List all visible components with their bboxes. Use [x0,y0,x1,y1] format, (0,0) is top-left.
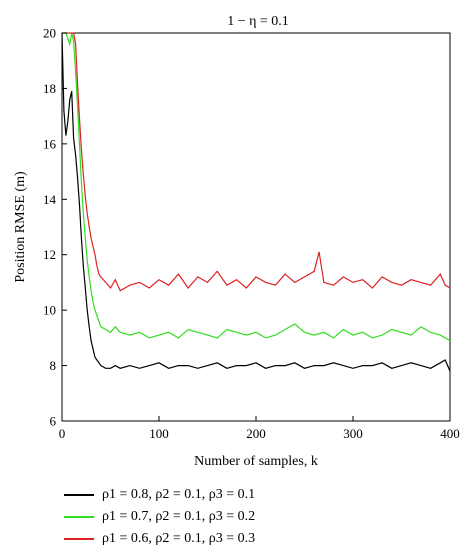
legend-swatch [64,538,94,540]
y-tick-label: 18 [43,81,56,96]
legend-item: ρ1 = 0.8, ρ2 = 0.1, ρ3 = 0.1 [64,484,255,506]
legend: ρ1 = 0.8, ρ2 = 0.1, ρ3 = 0.1 ρ1 = 0.7, ρ… [64,484,255,550]
legend-item: ρ1 = 0.7, ρ2 = 0.1, ρ3 = 0.2 [64,506,255,528]
line-chart: 1 − η = 0.1 0 100 200 300 400 6 8 10 12 14 16 18 20… [13,14,460,469]
y-axis: 6 8 10 12 14 16 18 20 [43,26,67,429]
x-tick-label: 0 [59,426,66,441]
series-line-2 [62,32,451,342]
chart-title: 1 − η = 0.1 [227,14,289,29]
series-layer [61,32,451,372]
x-tick-label: 100 [149,426,169,441]
legend-label: ρ1 = 0.7, ρ2 = 0.1, ρ3 = 0.2 [102,509,256,524]
y-tick-label: 12 [43,247,56,262]
y-axis-label: Position RMSE (m) [13,171,28,283]
y-tick-label: 10 [43,303,56,318]
x-tick-label: 200 [246,426,266,441]
y-tick-label: 20 [43,26,56,41]
legend-label: ρ1 = 0.6, ρ2 = 0.1, ρ3 = 0.3 [102,531,256,546]
y-tick-label: 16 [43,136,57,151]
x-axis: 0 100 200 300 400 [59,416,460,441]
series-line-1 [61,32,451,372]
y-tick-label: 6 [50,414,57,429]
legend-item: ρ1 = 0.6, ρ2 = 0.1, ρ3 = 0.3 [64,528,255,550]
x-tick-label: 300 [343,426,363,441]
y-tick-label: 8 [50,358,57,373]
x-axis-label: Number of samples, k [194,454,318,469]
legend-swatch [64,494,94,496]
x-tick-label: 400 [440,426,460,441]
series-line-3 [62,32,451,292]
legend-swatch [64,516,94,518]
legend-label: ρ1 = 0.8, ρ2 = 0.1, ρ3 = 0.1 [102,487,256,502]
y-tick-label: 14 [43,192,57,207]
